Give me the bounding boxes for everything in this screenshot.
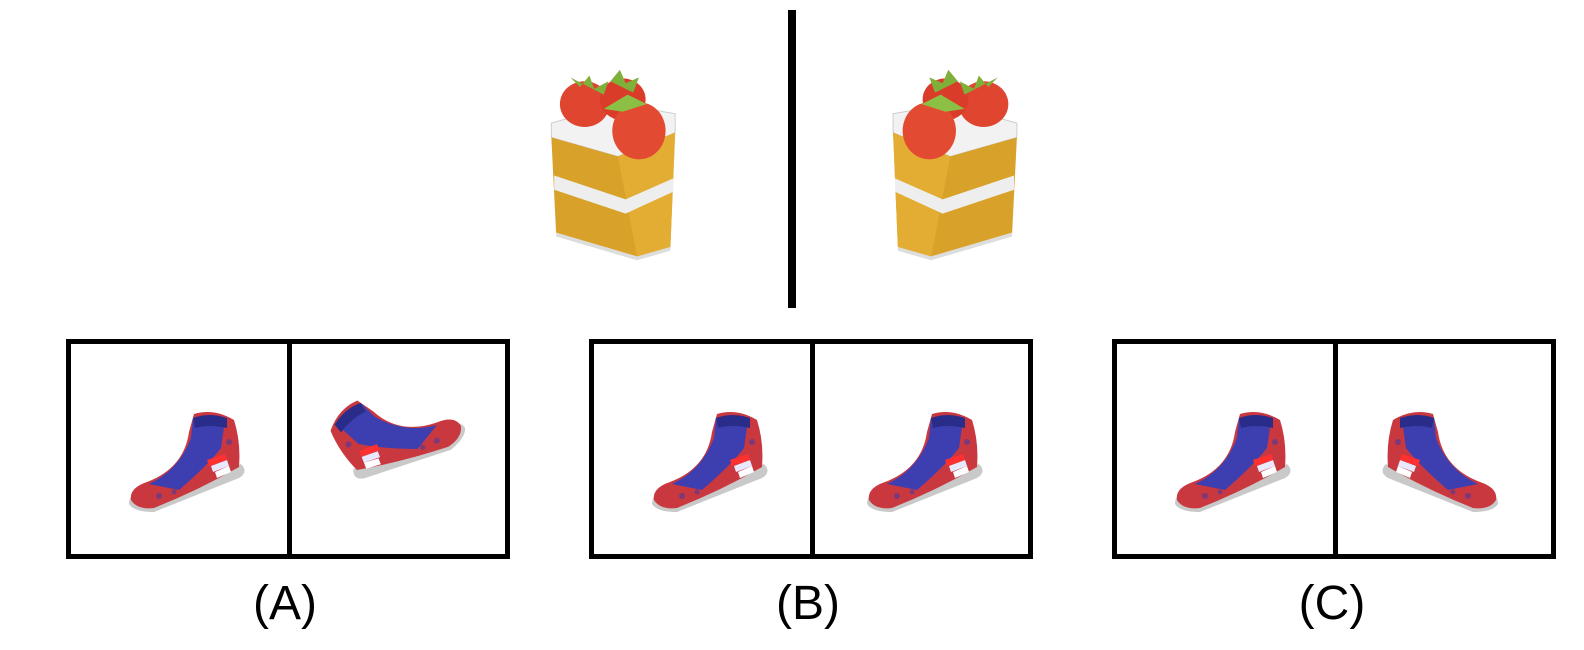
option-b-panel[interactable] — [589, 339, 1033, 559]
option-b-divider — [810, 344, 815, 554]
strawberry-cake-icon — [548, 69, 688, 270]
mirror-line — [788, 10, 796, 308]
option-a-right-cell — [292, 344, 505, 554]
strawberry-cake-mirrored-icon — [885, 69, 1025, 270]
option-a-label: (A) — [253, 577, 317, 630]
option-a-divider — [287, 344, 292, 554]
option-b-right-cell — [815, 344, 1028, 554]
reference-right-cake — [885, 66, 1025, 266]
option-c-right-cell — [1338, 344, 1551, 554]
option-a-panel[interactable] — [66, 339, 510, 559]
option-a-left-cell — [71, 344, 287, 554]
option-c-divider — [1333, 344, 1338, 554]
option-c-left-cell — [1117, 344, 1333, 554]
option-c-label: (C) — [1298, 577, 1366, 630]
reference-left-cake — [548, 66, 688, 266]
option-b-label: (B) — [776, 577, 840, 630]
option-c-panel[interactable] — [1112, 339, 1556, 559]
option-b-left-cell — [594, 344, 810, 554]
